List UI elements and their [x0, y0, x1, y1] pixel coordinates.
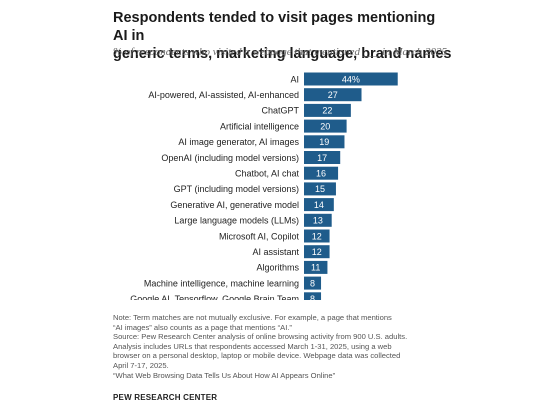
bar	[304, 229, 330, 243]
category-label: Generative AI, generative model	[170, 200, 299, 210]
bar	[304, 72, 398, 86]
bar	[304, 245, 330, 259]
bar-value-label: 19	[319, 137, 329, 147]
category-label: Chatbot, AI chat	[235, 169, 300, 179]
bar-value-label: 11	[311, 263, 320, 273]
bar	[304, 119, 347, 133]
category-label: GPT (including model versions)	[174, 184, 299, 194]
bar-value-label: 22	[322, 106, 332, 116]
bar	[304, 182, 336, 196]
bar-value-label: 8	[310, 278, 315, 288]
bar-value-label: 12	[312, 247, 322, 257]
source-line: browser on a personal desktop, laptop or…	[113, 351, 401, 361]
category-label: AI-powered, AI-assisted, AI-enhanced	[148, 90, 299, 100]
bar-value-label: 13	[313, 216, 323, 226]
chart-title-line-2: generic terms, marketing language, brand…	[113, 46, 452, 62]
category-label: Artificial intelligence	[220, 121, 299, 131]
chart-subtitle: % of respondents who visited a webpage t…	[113, 46, 448, 58]
bar-value-label: 44%	[342, 74, 360, 84]
bar-value-label: 15	[315, 184, 325, 194]
note-line: “AI images” also counts as a page that m…	[113, 322, 292, 332]
source-line: Analysis includes URLs that respondents …	[113, 341, 392, 351]
bar-value-label: 27	[328, 90, 338, 100]
bar-value-label: 12	[312, 231, 322, 241]
category-label: Machine intelligence, machine learning	[144, 278, 299, 288]
report-title-line: “What Web Browsing Data Tells Us About H…	[113, 370, 336, 380]
bar-value-label: 8	[310, 294, 315, 300]
category-label: ChatGPT	[261, 106, 299, 116]
bar-chart: AI 44% AI-powered, AI-assisted, AI-enhance…	[130, 72, 398, 300]
category-label: AI assistant	[252, 247, 299, 257]
category-label: Microsoft AI, Copilot	[219, 231, 300, 241]
bar	[304, 166, 339, 180]
bar-value-label: 17	[317, 153, 327, 163]
source-line: Source: Pew Research Center analysis of …	[113, 332, 408, 342]
bar	[304, 292, 322, 300]
chart-notes: Note: Term matches are not mutually excl…	[113, 313, 458, 380]
source-line: April 7-17, 2025.	[113, 360, 169, 370]
bar	[304, 260, 328, 274]
bar	[304, 198, 334, 212]
category-label: AI image generator, AI images	[178, 137, 299, 147]
bar	[304, 103, 351, 117]
bar	[304, 88, 362, 102]
category-label: AI	[290, 74, 299, 84]
chart-title: Respondents tended to visit pages mentio…	[113, 9, 453, 63]
bar	[304, 151, 341, 164]
chart-title-line-1: Respondents tended to visit pages mentio…	[113, 10, 436, 44]
bar-value-label: 20	[320, 121, 330, 131]
category-label: Google AI, Tensorflow, Google Brain Team	[130, 294, 299, 300]
note-line: Note: Term matches are not mutually excl…	[113, 313, 392, 322]
category-label: Large language models (LLMs)	[174, 216, 299, 226]
bar	[304, 276, 322, 290]
category-label: Algorithms	[256, 263, 299, 273]
bar-value-label: 16	[316, 169, 326, 179]
bar	[304, 213, 332, 227]
bar-value-label: 14	[314, 200, 324, 210]
category-label: OpenAI (including model versions)	[161, 153, 299, 163]
pew-research-center-credit: PEW RESEARCH CENTER	[113, 393, 218, 402]
bar	[304, 135, 345, 149]
